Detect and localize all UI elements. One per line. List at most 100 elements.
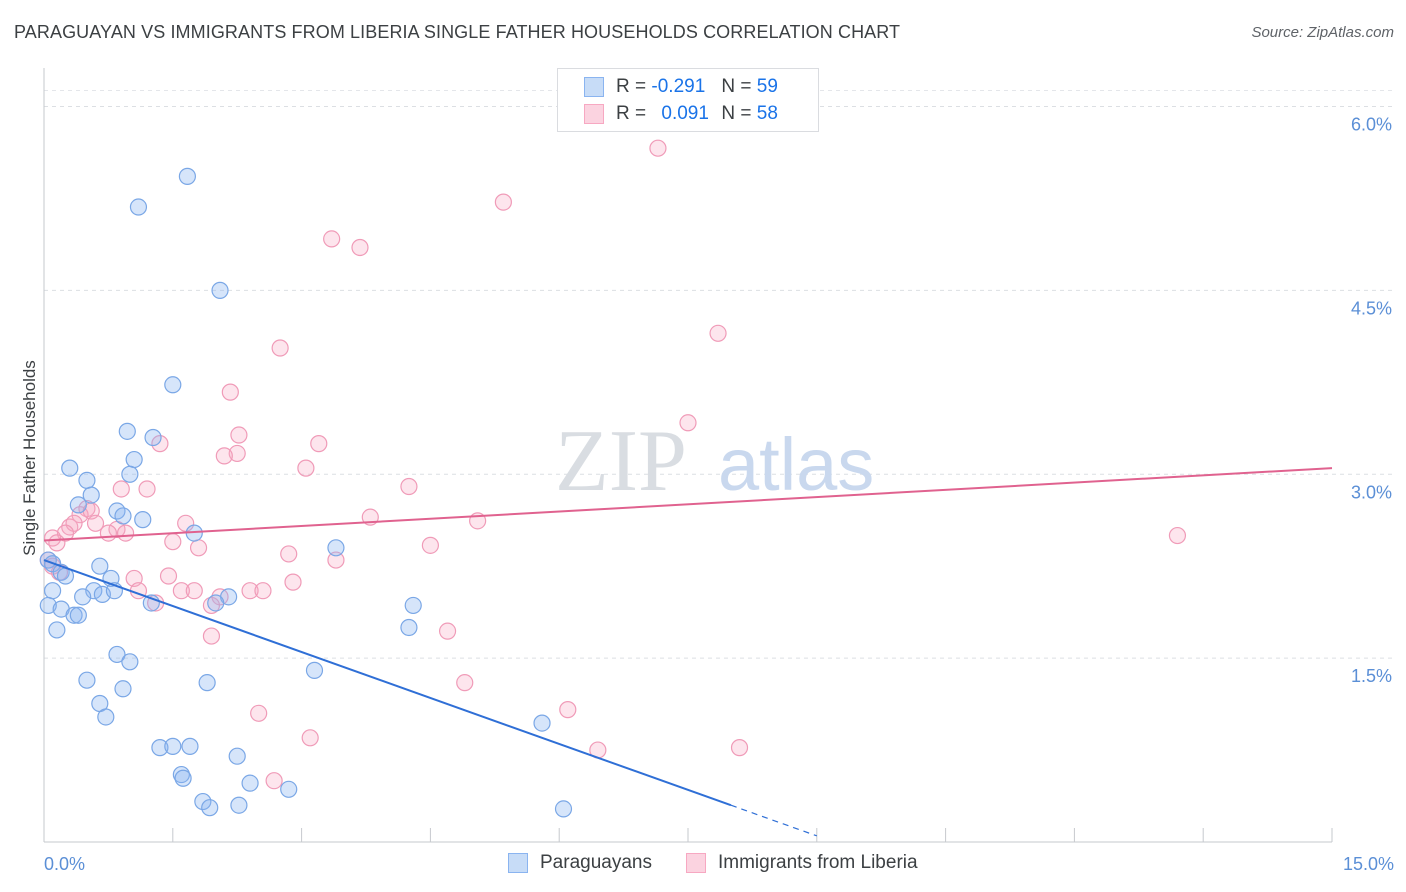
liberia-point bbox=[323, 230, 341, 248]
liberia-point bbox=[221, 383, 239, 401]
paraguayan-point bbox=[91, 557, 109, 575]
paraguayans-swatch bbox=[584, 77, 604, 97]
paraguayan-point bbox=[164, 737, 182, 755]
paraguayan-point bbox=[121, 653, 139, 671]
liberia-point bbox=[228, 444, 246, 463]
paraguayan-point bbox=[174, 769, 192, 787]
paraguayan-point bbox=[114, 680, 132, 698]
liberia-point bbox=[177, 514, 195, 532]
paraguayan-point bbox=[178, 167, 196, 185]
liberia-point bbox=[241, 582, 259, 600]
liberia-point bbox=[151, 435, 169, 453]
paraguayan-trend-extension bbox=[730, 804, 818, 837]
y-tick-label: 3.0% bbox=[1351, 482, 1392, 502]
paraguayan-point bbox=[404, 596, 422, 615]
liberia-point bbox=[164, 533, 182, 551]
paraguayan-point bbox=[61, 459, 79, 477]
liberia-point bbox=[265, 772, 283, 790]
paraguayan-point bbox=[164, 376, 182, 394]
paraguayans-r-value: -0.291 bbox=[651, 76, 706, 97]
liberia-point bbox=[185, 582, 203, 600]
liberia-point bbox=[1168, 526, 1187, 545]
paraguayans-legend-label: Paraguayans bbox=[540, 852, 652, 873]
bottom-legend-paraguayans: Paraguayans bbox=[508, 852, 652, 874]
r-label: R = bbox=[616, 76, 647, 97]
liberia-point bbox=[48, 534, 66, 552]
paraguayan-point bbox=[114, 507, 132, 525]
paraguayan-point bbox=[144, 428, 162, 447]
paraguayan-point bbox=[554, 800, 573, 818]
liberia-point bbox=[215, 447, 233, 465]
r-label: R = bbox=[616, 103, 647, 124]
liberia-point bbox=[400, 477, 418, 496]
liberia-point bbox=[301, 729, 319, 747]
paraguayan-point bbox=[108, 645, 126, 664]
source-label: Source: ZipAtlas.com bbox=[1251, 24, 1394, 41]
paraguayan-point bbox=[121, 465, 139, 483]
n-label: N = bbox=[721, 76, 752, 97]
paraguayan-point bbox=[43, 582, 62, 600]
liberia-legend-label: Immigrants from Liberia bbox=[718, 852, 918, 873]
liberia-point bbox=[421, 536, 439, 554]
liberia-point bbox=[494, 193, 512, 211]
paraguayans-n-value: 59 bbox=[756, 76, 778, 97]
paraguayan-point bbox=[305, 661, 324, 679]
paraguayan-point bbox=[327, 539, 345, 557]
paraguayan-point bbox=[134, 511, 152, 529]
chart-title: PARAGUAYAN VS IMMIGRANTS FROM LIBERIA SI… bbox=[14, 22, 901, 42]
liberia-point bbox=[202, 627, 221, 645]
paraguayan-point bbox=[118, 422, 136, 440]
x-tick-label-max: 15.0% bbox=[1343, 854, 1394, 874]
paraguayan-point bbox=[230, 796, 248, 814]
gridlines bbox=[44, 90, 1392, 659]
liberia-n-value: 58 bbox=[756, 103, 778, 124]
paraguayan-point bbox=[125, 450, 143, 469]
paraguayan-point bbox=[97, 708, 115, 726]
paraguayan-point bbox=[82, 486, 100, 504]
paraguayan-point bbox=[78, 471, 96, 489]
paraguayan-point bbox=[201, 799, 219, 817]
liberia-point bbox=[189, 539, 208, 557]
paraguayan-point bbox=[533, 714, 551, 732]
liberia-point bbox=[172, 582, 190, 600]
liberia-point bbox=[254, 582, 272, 600]
paraguayan-point bbox=[69, 606, 87, 624]
y-tick-label: 1.5% bbox=[1351, 666, 1392, 686]
x-tick-label-min: 0.0% bbox=[44, 854, 85, 874]
liberia-point bbox=[327, 551, 345, 569]
liberia-point bbox=[116, 524, 135, 542]
paraguayan-point bbox=[39, 596, 57, 615]
liberia-point bbox=[112, 480, 130, 498]
paraguayan-point bbox=[181, 737, 199, 755]
liberia-swatch-bottom bbox=[686, 853, 706, 873]
correlation-legend: R = -0.291 N = 59 R = 0.091 N = 58 bbox=[557, 68, 819, 132]
legend-row-paraguayans: R = -0.291 N = 59 bbox=[584, 75, 778, 99]
paraguayan-point bbox=[78, 671, 96, 689]
legend-row-liberia: R = 0.091 N = 58 bbox=[584, 102, 778, 126]
liberia-point bbox=[99, 524, 118, 542]
paraguayan-points bbox=[39, 167, 573, 818]
liberia-point bbox=[65, 514, 83, 532]
liberia-trend-line bbox=[43, 467, 1333, 542]
liberia-point bbox=[250, 704, 268, 722]
paraguayan-point bbox=[241, 774, 259, 792]
paraguayan-point bbox=[48, 621, 66, 639]
watermark-zip: ZIP bbox=[555, 413, 687, 510]
liberia-point bbox=[709, 324, 727, 342]
watermark-atlas: atlas bbox=[718, 423, 874, 506]
watermark: ZIP atlas bbox=[555, 413, 874, 510]
paraguayan-point bbox=[207, 594, 225, 612]
paraguayan-point bbox=[65, 606, 83, 624]
y-tick-label: 6.0% bbox=[1351, 115, 1392, 135]
liberia-point bbox=[280, 545, 298, 563]
liberia-point bbox=[297, 459, 315, 477]
paraguayan-point bbox=[280, 780, 298, 798]
liberia-point bbox=[649, 139, 667, 157]
paraguayan-point bbox=[129, 198, 148, 216]
liberia-point bbox=[438, 622, 457, 640]
paraguayan-trend-line bbox=[43, 559, 732, 807]
paraguayan-point bbox=[74, 588, 92, 606]
paraguayan-point bbox=[151, 739, 169, 757]
liberia-r-value: 0.091 bbox=[661, 103, 709, 124]
